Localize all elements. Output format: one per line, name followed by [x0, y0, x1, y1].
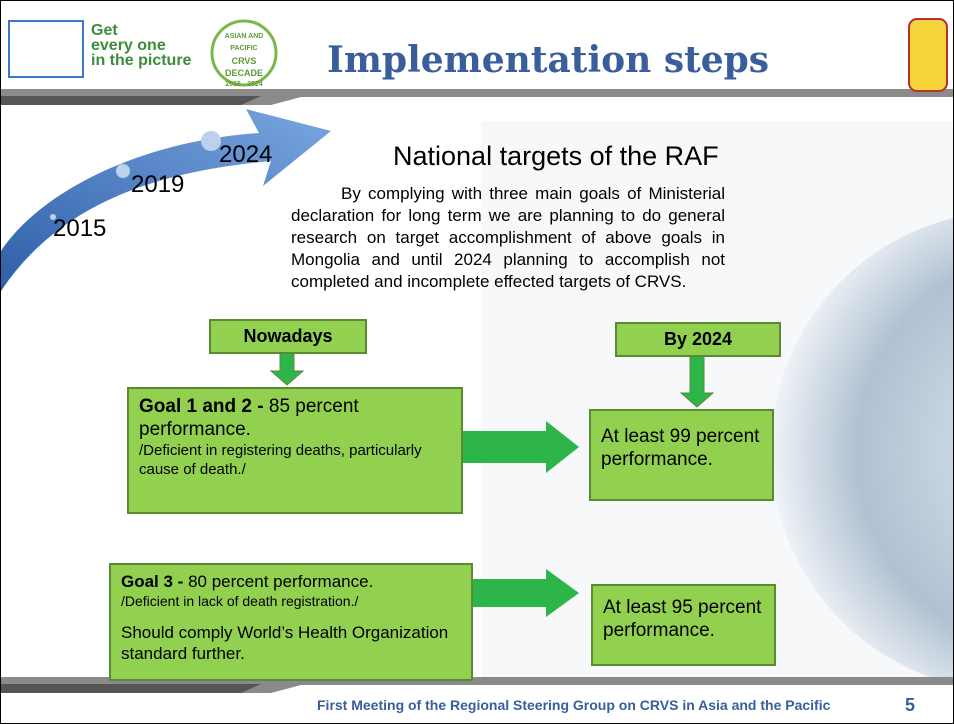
- section-paragraph: By complying with three main goals of Mi…: [291, 183, 725, 293]
- timeline-year: 2024: [219, 141, 272, 169]
- title: Implementation steps: [327, 39, 769, 81]
- badge-line: ASIAN AND PACIFIC: [214, 31, 274, 55]
- target-box: At least 99 percent performance.: [589, 409, 774, 501]
- column-tag: Nowadays: [209, 319, 367, 354]
- badge-line: CRVS DECADE: [214, 55, 274, 79]
- footer-text: First Meeting of the Regional Steering G…: [317, 697, 830, 713]
- badge-line: 2015 - 2024: [214, 79, 274, 91]
- goal-extra: Should comply World’s Health Organizatio…: [121, 622, 461, 664]
- timeline-year: 2019: [131, 171, 184, 199]
- timeline-year: 2015: [53, 215, 106, 243]
- target-box: At least 95 percent performance.: [591, 584, 776, 666]
- goal-box: Goal 1 and 2 - 85 percent performance. /…: [127, 387, 463, 514]
- logo-text: Get every one in the picture: [91, 23, 191, 68]
- goal-note: /Deficient in registering deaths, partic…: [139, 441, 451, 479]
- logo-line: Get: [91, 23, 191, 38]
- badge-text: ASIAN AND PACIFIC CRVS DECADE 2015 - 202…: [214, 31, 274, 91]
- section-heading: National targets of the RAF: [393, 141, 719, 172]
- logo-line: every one: [91, 38, 191, 53]
- slide: Get every one in the picture ASIAN AND P…: [0, 0, 954, 724]
- goal-note: /Deficient in lack of death registration…: [121, 592, 461, 610]
- page-number: 5: [905, 695, 915, 716]
- goal-label: Goal 3 -: [121, 572, 183, 591]
- goal-status: 80 percent performance.: [188, 572, 373, 591]
- goal-label: Goal 1 and 2 -: [139, 396, 264, 417]
- goal-box: Goal 3 - 80 percent performance. /Defici…: [109, 563, 473, 681]
- logo-line: in the picture: [91, 53, 191, 68]
- column-tag: By 2024: [615, 322, 781, 357]
